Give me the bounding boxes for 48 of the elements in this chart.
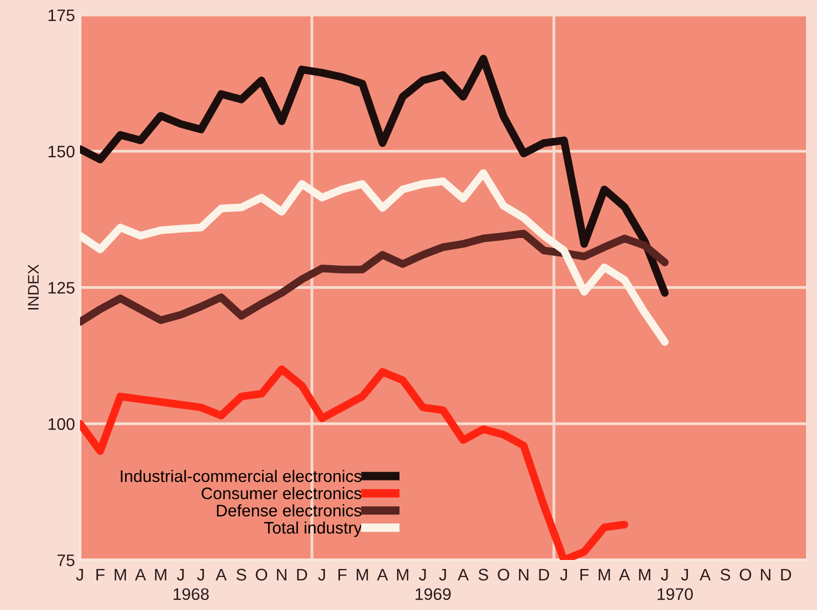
x-tick-label: D <box>781 568 792 580</box>
x-tick-label: A <box>216 568 227 580</box>
x-tick-label: M <box>639 568 650 580</box>
legend-label: Total industry <box>264 521 362 537</box>
x-tick-label: N <box>761 568 770 580</box>
x-tick-label: J <box>318 568 325 581</box>
text: 1968 <box>174 588 209 600</box>
text: 1970 <box>658 588 693 600</box>
x-tick-label: F <box>580 568 589 580</box>
x-tick-label: M <box>114 568 126 580</box>
x-tick-label: A <box>458 568 469 580</box>
x-tick-label: M <box>356 568 368 580</box>
x-tick-label: O <box>256 568 268 581</box>
y-tick-label: 150 <box>48 146 74 158</box>
x-tick-label: A <box>700 568 711 580</box>
text: 1969 <box>416 588 451 600</box>
x-tick-label: J <box>439 568 446 581</box>
x-tick-label: F <box>96 568 105 580</box>
x-tick-label: F <box>338 568 347 580</box>
y-tick-label: 75 <box>57 554 74 566</box>
x-tick-label: A <box>376 568 388 580</box>
x-tick-label: J <box>76 568 83 581</box>
x-tick-label: S <box>478 568 488 581</box>
x-tick-label: J <box>681 568 688 581</box>
x-tick-label: J <box>176 568 184 581</box>
x-tick-label: O <box>498 568 510 581</box>
y-tick-label: 100 <box>48 418 74 430</box>
x-tick-label: A <box>618 568 630 580</box>
x-tick-label: J <box>197 568 204 581</box>
y-tick-label: 125 <box>48 282 74 294</box>
x-tick-label: A <box>134 568 146 580</box>
x-tick-label: N <box>277 568 286 580</box>
y-tick-label: 175 <box>48 10 74 22</box>
x-tick-label: J <box>660 568 668 581</box>
x-tick-label: N <box>519 568 528 580</box>
x-tick-label: M <box>397 568 408 580</box>
x-tick-label: J <box>418 568 426 581</box>
x-tick-label: D <box>539 568 550 580</box>
y-axis-title: INDEX <box>28 264 39 310</box>
legend-label: Defense electronics <box>216 504 362 516</box>
x-tick-label: M <box>598 568 610 580</box>
legend-label: Consumer electronics <box>202 487 362 500</box>
x-tick-label: S <box>236 568 246 581</box>
x-tick-label: J <box>560 568 567 581</box>
x-tick-label: M <box>155 568 166 580</box>
x-tick-label: O <box>740 568 752 581</box>
x-tick-label: D <box>297 568 308 580</box>
x-tick-label: S <box>720 568 730 581</box>
